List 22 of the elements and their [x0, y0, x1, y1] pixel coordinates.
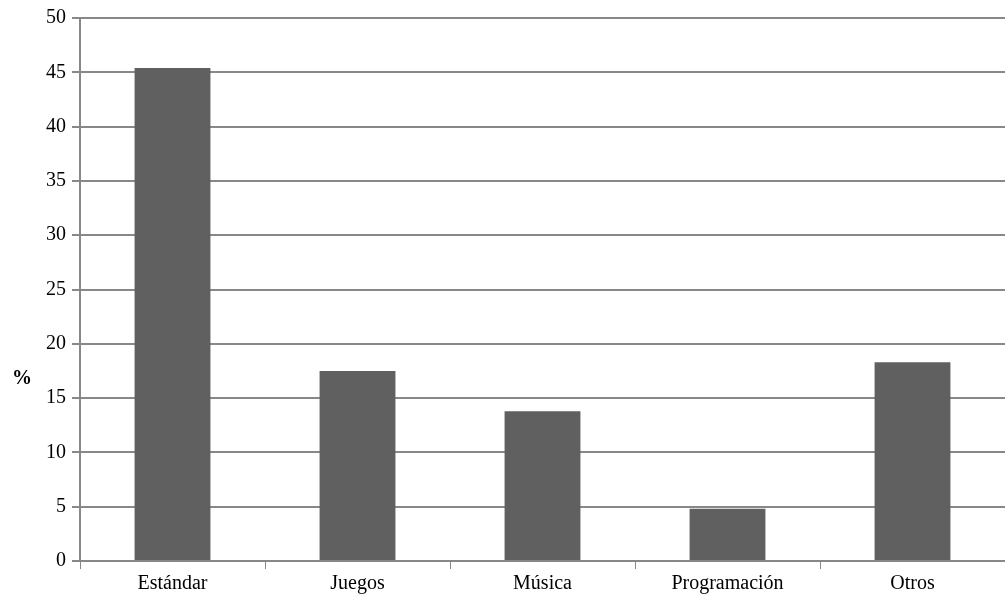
bar	[689, 508, 766, 560]
y-tick-label: 10	[46, 439, 66, 462]
x-tick-label: Programación	[671, 571, 784, 595]
y-tick-label: 5	[56, 493, 66, 516]
x-tick-label: Juegos	[330, 571, 385, 595]
bar	[319, 370, 396, 560]
y-tick-label: 15	[46, 385, 66, 408]
y-tick-label: 0	[56, 548, 66, 571]
y-tick-label: 45	[46, 59, 66, 82]
bar	[504, 411, 581, 560]
y-tick-label: 30	[46, 222, 66, 245]
y-tick-label: 40	[46, 113, 66, 136]
x-tick-label: Otros	[890, 571, 935, 594]
y-tick-label: 25	[46, 276, 66, 299]
x-tick-label: Estándar	[137, 571, 208, 594]
bar	[134, 67, 211, 560]
bar	[874, 362, 951, 560]
y-axis-title: %	[12, 366, 32, 389]
y-tick-label: 50	[46, 5, 66, 28]
y-tick-label: 20	[46, 331, 66, 354]
y-tick-label: 35	[46, 168, 66, 191]
x-tick-label: Música	[513, 571, 573, 594]
